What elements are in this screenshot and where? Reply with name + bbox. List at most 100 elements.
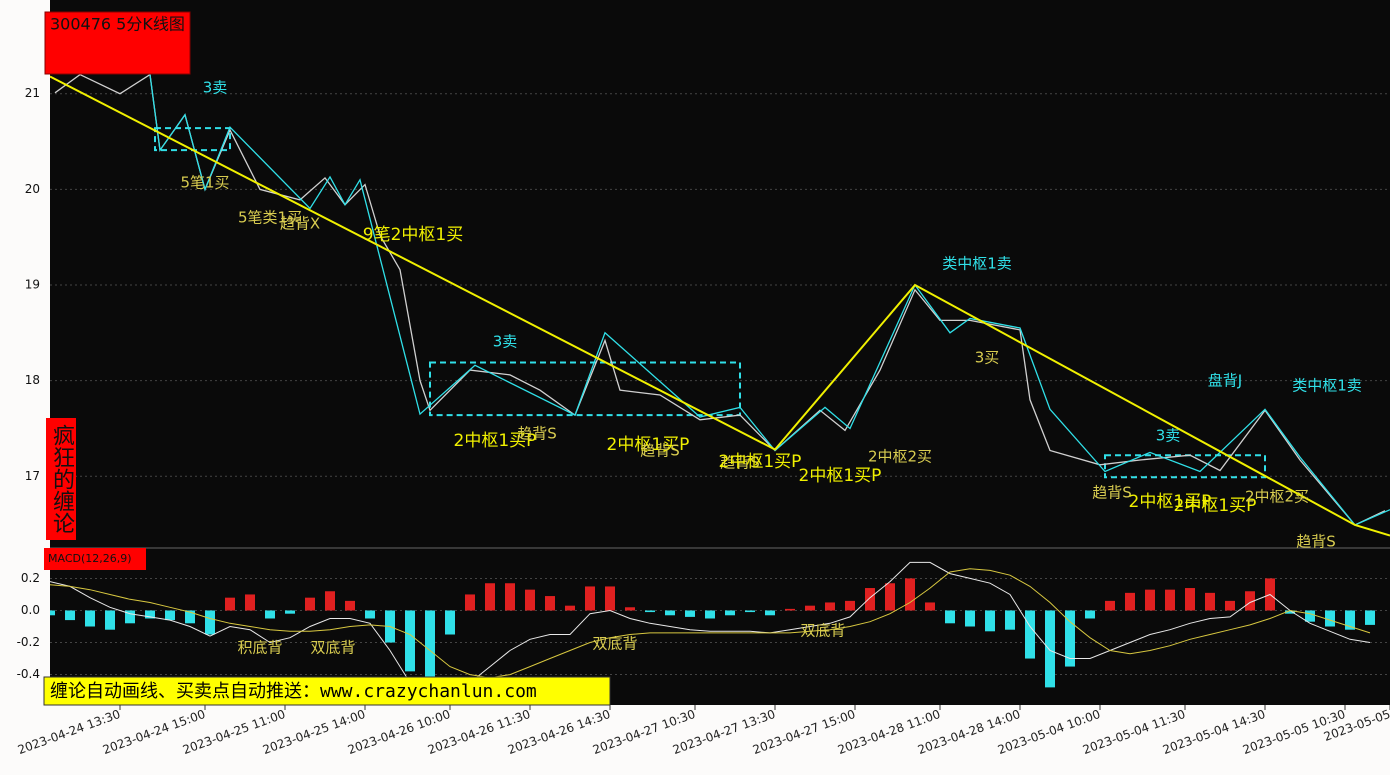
macd-bar — [105, 610, 115, 630]
macd-bar — [1325, 610, 1335, 627]
macd-bar — [885, 583, 895, 611]
annotation: 类中枢1卖 — [1292, 377, 1362, 395]
macd-bar — [1225, 600, 1235, 611]
y-tick-label: -0.4 — [17, 667, 40, 681]
macd-bar — [1085, 610, 1095, 619]
macd-line — [50, 561, 1371, 703]
y-tick-label: 20 — [25, 182, 40, 196]
macd-bar — [245, 594, 255, 611]
annotation: 2中枢1买P — [607, 435, 690, 455]
macd-bar — [865, 588, 875, 611]
macd-bar — [1105, 600, 1115, 611]
annotation: 9笔2中枢1买 — [363, 225, 463, 245]
chart-title: 300476 5分K线图 — [50, 15, 185, 34]
macd-bar — [1045, 610, 1055, 688]
macd-bar — [65, 610, 75, 621]
y-tick-label: 18 — [25, 373, 40, 387]
macd-bar — [50, 610, 55, 616]
macd-bar — [325, 591, 335, 611]
macd-bar — [1025, 610, 1035, 659]
banner-box — [43, 676, 611, 706]
macd-bar — [685, 610, 695, 617]
side-label: 疯狂的缠论 — [46, 418, 76, 540]
macd-bar — [605, 586, 615, 611]
title-box — [44, 11, 191, 75]
macd-bar — [185, 610, 195, 624]
macd-bar — [485, 583, 495, 611]
price-line — [149, 74, 1390, 526]
annotation: 3卖 — [1156, 427, 1181, 445]
macd-bar — [1285, 610, 1295, 614]
macd-bar — [825, 602, 835, 611]
y-tick-label: 19 — [25, 277, 40, 291]
macd-bar — [745, 610, 755, 613]
macd-bar — [1345, 610, 1355, 630]
pivot-box — [429, 361, 741, 417]
annotation: 3卖 — [203, 79, 228, 97]
annotation: 趋背S — [640, 442, 680, 460]
macd-bar — [1005, 610, 1015, 630]
annotation: 2中枢1买P — [719, 452, 802, 472]
macd-bar — [1125, 592, 1135, 611]
macd-bar — [365, 610, 375, 619]
annotation: 5笔1买 — [180, 174, 229, 192]
macd-bar — [625, 607, 635, 611]
macd-bar — [525, 589, 535, 611]
macd-bar — [805, 605, 815, 611]
macd-bar — [945, 610, 955, 624]
price-line — [50, 75, 1390, 537]
annotation: 2中枢1买P — [799, 466, 882, 486]
annotation: 双底背 — [310, 639, 355, 657]
macd-bar — [565, 605, 575, 611]
macd-bar — [1365, 610, 1375, 625]
annotation: 趋背X — [280, 215, 320, 233]
annotation: 2中枢2买 — [868, 448, 932, 466]
macd-bar — [305, 597, 315, 611]
macd-title-box — [44, 548, 146, 570]
annotation: 2中枢1买P — [454, 431, 537, 451]
macd-bar — [765, 610, 775, 616]
macd-bar — [785, 608, 795, 611]
annotation: 盘背J — [1208, 372, 1242, 390]
annotation: 2中枢1买P — [1174, 496, 1257, 516]
macd-bar — [205, 610, 215, 635]
annotation: 类中枢1卖 — [942, 255, 1012, 273]
annotation: 趋背S — [720, 454, 760, 472]
y-tick-label: 17 — [25, 469, 40, 483]
macd-bar — [905, 578, 915, 611]
annotation: 积底背 — [237, 639, 282, 657]
macd-bar — [845, 600, 855, 611]
macd-bar — [965, 610, 975, 627]
macd-bar — [585, 586, 595, 611]
annotation: 2中枢2买 — [1245, 488, 1309, 506]
annotation: 3买 — [975, 349, 1000, 367]
macd-bar — [985, 610, 995, 632]
macd-bar — [545, 596, 555, 611]
macd-bar — [1305, 610, 1315, 622]
annotation: 双底背 — [592, 635, 637, 653]
macd-bar — [1245, 591, 1255, 611]
y-tick-label: 21 — [25, 86, 40, 100]
macd-title: MACD(12,26,9) — [48, 552, 132, 565]
macd-bar — [285, 610, 295, 614]
macd-bar — [1065, 610, 1075, 667]
annotation: 5笔类1买 — [238, 209, 302, 227]
macd-bar — [665, 610, 675, 616]
annotation: 趋背S — [1296, 533, 1336, 551]
plot-background — [50, 0, 1390, 705]
macd-bar — [125, 610, 135, 624]
macd-bar — [645, 610, 655, 613]
macd-bar — [1185, 588, 1195, 611]
macd-bar — [725, 610, 735, 616]
annotation: 双底背 — [800, 622, 845, 640]
macd-bar — [225, 597, 235, 611]
annotation: 3卖 — [493, 333, 518, 351]
y-tick-label: 0.0 — [21, 603, 40, 617]
y-tick-label: 0.2 — [21, 571, 40, 585]
macd-bar — [925, 602, 935, 611]
price-panel: 3卖5笔1买5笔类1买趋背X9笔2中枢1买3卖2中枢1买P趋背S2中枢1买P趋背… — [50, 73, 1390, 551]
annotation: 趋背S — [517, 425, 557, 443]
macd-bar — [265, 610, 275, 619]
